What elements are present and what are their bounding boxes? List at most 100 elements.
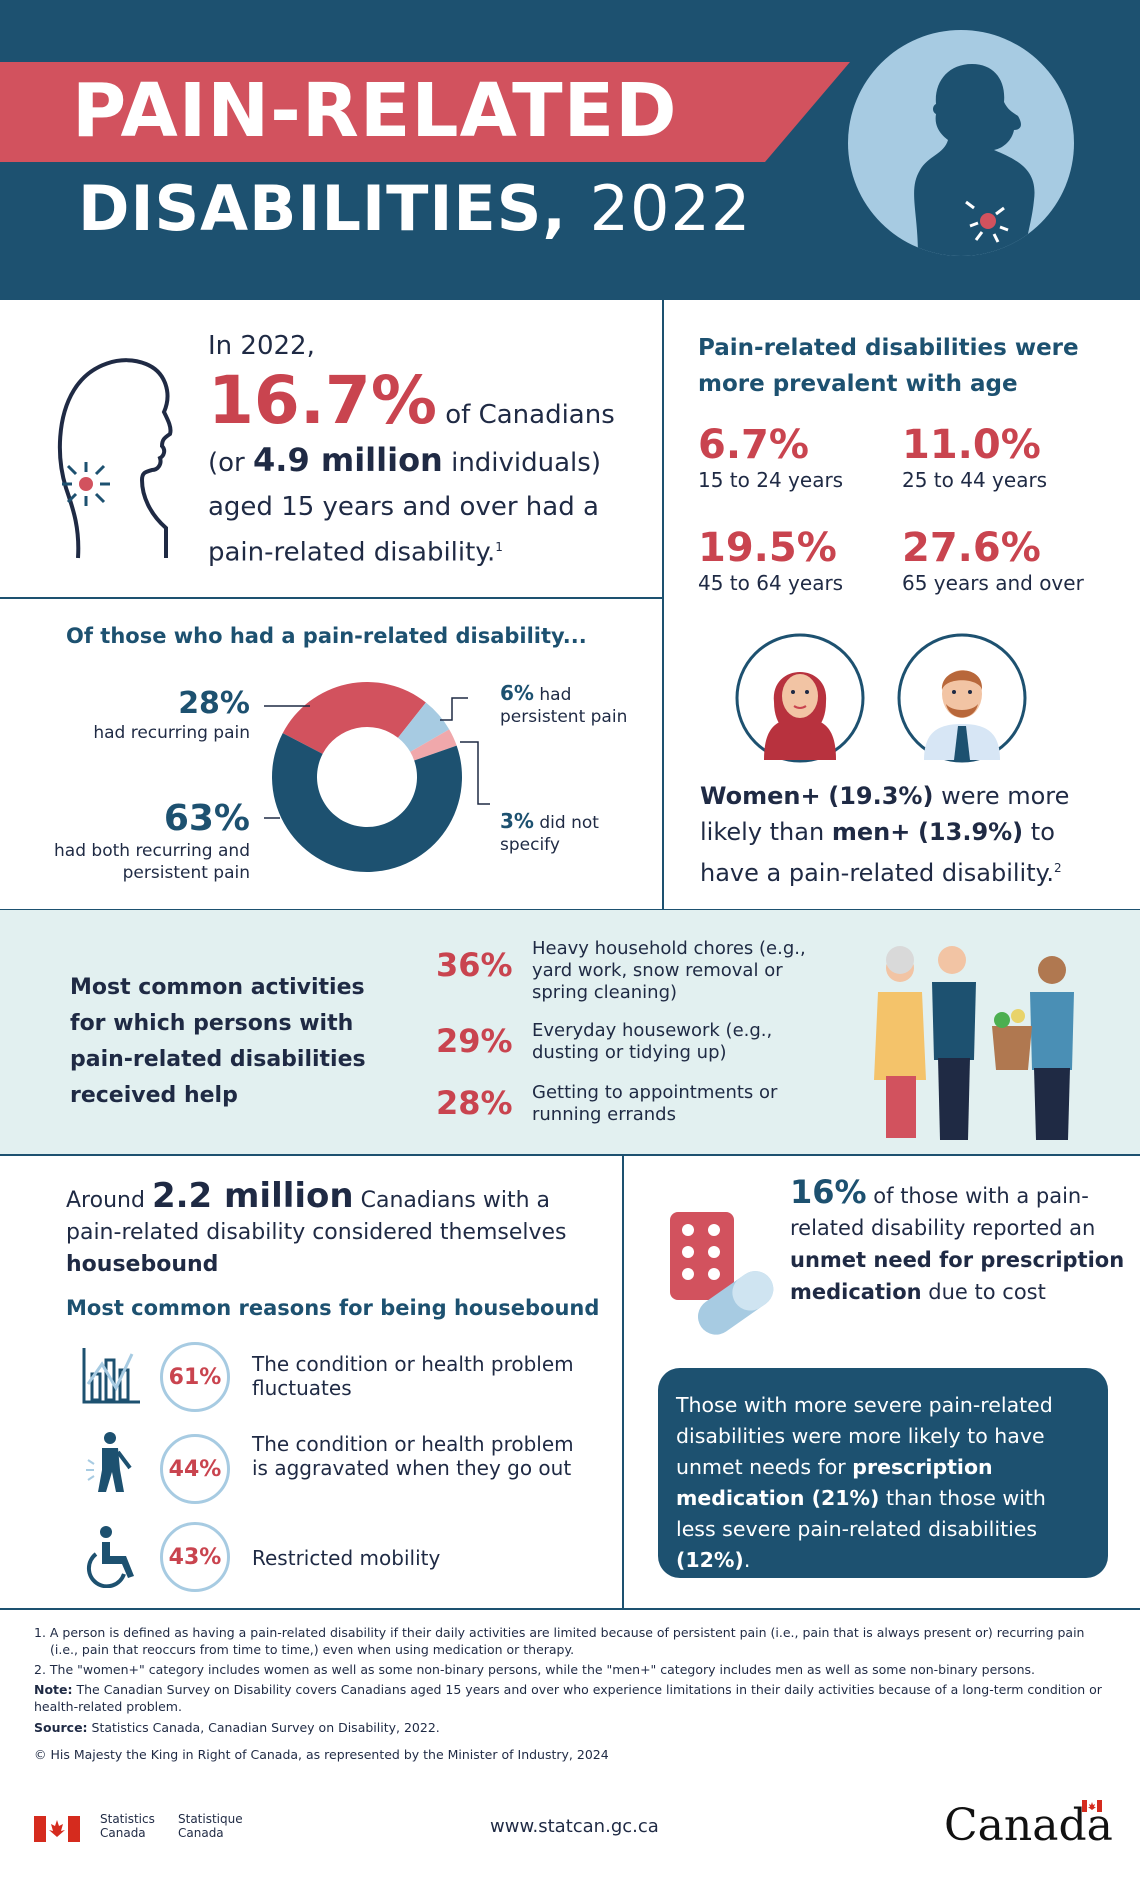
gender-end: to have a pain-related disability. xyxy=(700,818,1055,887)
both-text-b: persistent pain xyxy=(122,863,250,883)
housebound-count: 2.2 million xyxy=(151,1176,354,1216)
housebound-around: Around xyxy=(66,1188,145,1213)
age-value: 6.7% xyxy=(698,422,809,468)
persistent-label: 6% had persistent pain xyxy=(500,682,660,728)
men-pct: (13.9%) xyxy=(917,818,1024,846)
housebound-statement: Around 2.2 million Canadians with a pain… xyxy=(66,1179,606,1281)
pain-type-heading: Of those who had a pain-related disabili… xyxy=(66,624,587,648)
activity-pct: 28% xyxy=(436,1084,513,1122)
medication-text-a: of those with a pain-related disability … xyxy=(790,1184,1096,1240)
source-text: Statistics Canada, Canadian Survey on Di… xyxy=(91,1720,440,1735)
statcan-fr-2: Canada xyxy=(178,1826,224,1840)
woman-avatar xyxy=(734,632,866,764)
helpers-illustration xyxy=(852,930,1102,1152)
reason-pct: 61% xyxy=(160,1342,230,1412)
intro-statement: In 2022, 16.7% of Canadians (or 4.9 mill… xyxy=(208,326,648,573)
canada-flag-icon xyxy=(34,1816,80,1842)
title-word: DISABILITIES, xyxy=(78,172,567,245)
age-stat: 27.6% 65 years and over xyxy=(902,525,1084,595)
age-value: 27.6% xyxy=(902,525,1041,571)
footnote-text-2: 2. The "women+" category includes women … xyxy=(34,1662,1035,1677)
medication-statement: 16% of those with a pain-related disabil… xyxy=(790,1176,1130,1308)
age-stat: 11.0% 25 to 44 years xyxy=(902,422,1047,492)
title-stripe xyxy=(0,62,850,162)
activity-text: Getting to appointments or running erran… xyxy=(532,1082,778,1125)
reason-item: 44% The condition or health problem is a… xyxy=(80,1430,600,1506)
donut-slice-had-both-recurring-and-persistent-pain xyxy=(272,733,462,872)
title-line-2: DISABILITIES, 2022 xyxy=(78,172,751,245)
website-link[interactable]: www.statcan.gc.ca xyxy=(490,1816,659,1837)
housebound-mid: with a pain-related disability considere… xyxy=(66,1188,567,1245)
persistent-text-a: had xyxy=(539,685,572,705)
gender-mid: were more likely than xyxy=(700,782,1070,846)
severity-callout: Those with more severe pain-related disa… xyxy=(658,1368,1108,1578)
title-line-1: PAIN-RELATED xyxy=(72,68,678,154)
header-banner: PAIN-RELATED DISABILITIES, 2022 xyxy=(0,0,1140,300)
divider xyxy=(622,1154,624,1610)
severe-text-a: Those with more severe pain-related disa… xyxy=(676,1393,1053,1479)
men-label: men+ xyxy=(831,818,911,846)
unspecified-text-a: did not xyxy=(539,813,599,833)
intro-of-canadians: of Canadians xyxy=(445,400,615,430)
activity-item: 29% Everyday housework (e.g., dusting or… xyxy=(436,1018,836,1068)
intro-individuals: individuals) xyxy=(451,448,601,478)
statcan-en-1: Statistics xyxy=(100,1812,155,1826)
age-label: 15 to 24 years xyxy=(698,468,844,492)
persistent-pct: 6% xyxy=(500,681,534,705)
donut-slice-had-recurring-pain xyxy=(282,682,426,754)
note-text: The Canadian Survey on Disability covers… xyxy=(34,1682,1102,1714)
source-label: Source: xyxy=(34,1720,88,1735)
activity-text: Heavy household chores (e.g., yard work,… xyxy=(532,938,806,1003)
note: Note: The Canadian Survey on Disability … xyxy=(34,1681,1114,1715)
activity-item: 28% Getting to appointments or running e… xyxy=(436,1080,836,1130)
statcan-en-2: Canada xyxy=(100,1826,146,1840)
reasons-heading: Most common reasons for being housebound xyxy=(66,1296,600,1320)
footnote-1: 1 xyxy=(495,540,503,554)
medication-text-c: due to cost xyxy=(928,1280,1046,1304)
activities-heading: Most common activities for which persons… xyxy=(70,975,366,1108)
unspecified-label: 3% did not specify xyxy=(500,810,660,856)
wheelchair-icon xyxy=(80,1524,144,1589)
person-back-pain-icon xyxy=(80,1430,144,1494)
footnotes: 1. A person is defined as having a pain-… xyxy=(34,1624,1114,1766)
severe-text-e: . xyxy=(743,1548,751,1572)
severe-text-b: prescription medication (21%) xyxy=(676,1455,993,1510)
activity-text: Everyday housework (e.g., dusting or tid… xyxy=(532,1020,773,1063)
age-label: 25 to 44 years xyxy=(902,468,1048,492)
recurring-text: had recurring pain xyxy=(93,723,250,743)
divider xyxy=(0,597,662,599)
donut-slice-did-not-specify xyxy=(410,729,457,761)
note-label: Note: xyxy=(34,1682,73,1697)
statcan-en: Statistics Canada xyxy=(100,1812,170,1840)
source: Source: Statistics Canada, Canadian Surv… xyxy=(34,1719,1114,1736)
reason-text: The condition or health problem fluctuat… xyxy=(252,1352,574,1400)
divider xyxy=(0,1608,1140,1610)
reason-text: The condition or health problem is aggra… xyxy=(252,1432,574,1480)
unspecified-text-b: specify xyxy=(500,835,560,855)
age-stat: 19.5% 45 to 64 years xyxy=(698,525,843,595)
both-pct: 63% xyxy=(163,798,250,839)
reason-item: 61% The condition or health problem fluc… xyxy=(80,1342,600,1414)
medication-text-b: unmet need for prescription medication xyxy=(790,1248,1125,1304)
donut-slice-had-persistent-pain xyxy=(397,702,450,752)
title-year: 2022 xyxy=(589,172,752,245)
reason-pct: 43% xyxy=(160,1522,230,1592)
unspecified-pct: 3% xyxy=(500,809,534,833)
statcan-fr-1: Statistique xyxy=(178,1812,243,1826)
recurring-pct: 28% xyxy=(178,686,250,721)
recurring-label: 28% had recurring pain xyxy=(90,686,250,744)
persistent-text-b: persistent pain xyxy=(500,707,628,727)
medication-pct: 16% xyxy=(790,1173,867,1211)
copyright: © His Majesty the King in Right of Canad… xyxy=(34,1747,609,1762)
age-heading: Pain-related disabilities were more prev… xyxy=(698,335,1079,397)
statcan-fr: Statistique Canada xyxy=(178,1812,258,1840)
reason-item: 43% Restricted mobility xyxy=(80,1522,600,1594)
severe-text-c: than those with less severe pain-related… xyxy=(676,1486,1046,1541)
gender-statement: Women+ (19.3%) were more likely than men… xyxy=(700,778,1120,891)
reason-text: Restricted mobility xyxy=(252,1546,441,1570)
intro-open: (or xyxy=(208,448,245,478)
fluctuating-chart-icon xyxy=(80,1344,144,1408)
women-label: Women+ xyxy=(700,782,821,810)
intro-rest: aged 15 years and over had a pain-relate… xyxy=(208,492,599,568)
women-pct: (19.3%) xyxy=(828,782,934,810)
